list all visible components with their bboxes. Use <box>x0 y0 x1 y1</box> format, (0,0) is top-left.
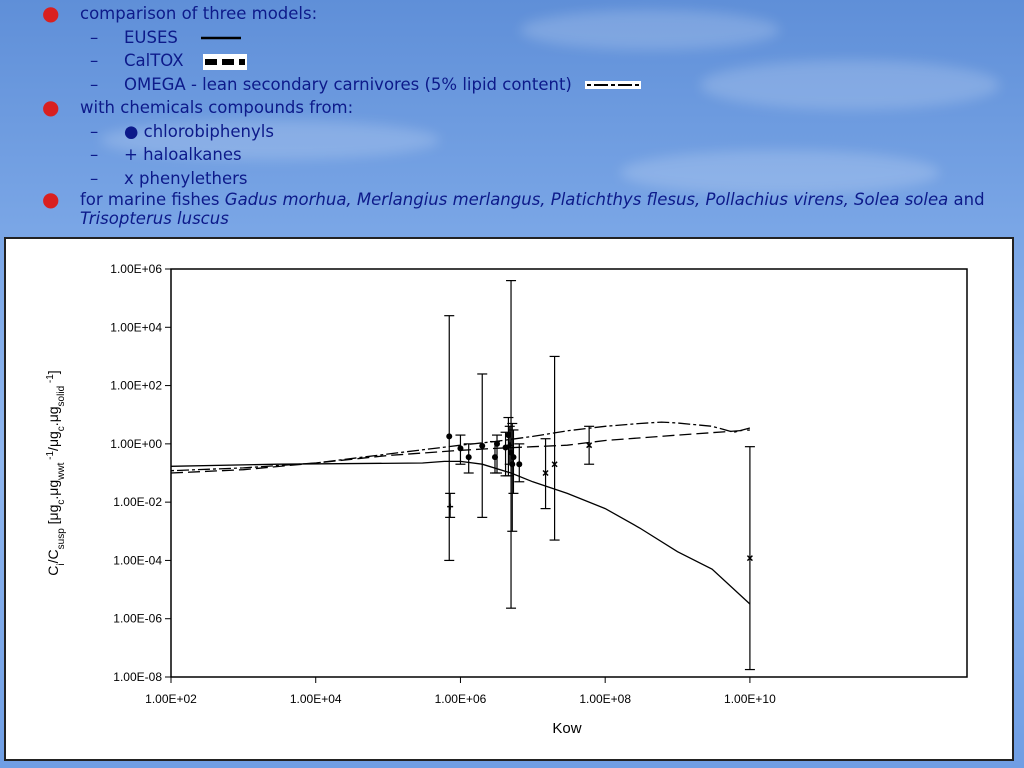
x-tick-label: 1.00E+02 <box>145 692 197 706</box>
model-line-euses <box>170 460 751 605</box>
solid-line-sample <box>201 36 242 40</box>
compound-label: ● chlorobiphenyls <box>124 121 274 141</box>
point-chlorobiphenyl <box>446 433 453 440</box>
sub-bullet-dash: – <box>90 121 99 141</box>
species-last: Trisopterus luscus <box>80 209 229 228</box>
point-chlorobiphenyl <box>479 442 486 449</box>
y-axis-label: Ci/Csusp [μgc.μgwwt -1/μgc.μgsolid -1] <box>45 370 67 575</box>
point-haloalkane <box>506 442 513 449</box>
dashed-line-sample <box>202 53 247 70</box>
bullet-models: ● comparison of three models: <box>40 1 1000 26</box>
x-axis-ticks: 1.00E+02 1.00E+04 1.00E+06 1.00E+08 1.00E+10 <box>145 677 776 706</box>
y-tick-label: 1.00E+00 <box>110 437 162 451</box>
sub-bullet-dash: – <box>90 168 99 188</box>
compound-label: x phenylethers <box>124 168 248 188</box>
y-tick-label: 1.00E-08 <box>113 670 162 684</box>
model-item-omega: – OMEGA - lean secondary carnivores (5% … <box>40 73 1000 97</box>
point-chlorobiphenyl <box>502 444 509 451</box>
compound-label: + haloalkanes <box>124 145 242 164</box>
sub-bullet-dash: – <box>90 27 99 47</box>
species-prefix: for marine fishes <box>80 190 225 209</box>
bullet-compounds-text: with chemicals compounds from: <box>80 98 354 117</box>
bullet-species: ● for marine fishes Gadus morhua, Merlan… <box>40 187 1000 228</box>
y-tick-label: 1.00E+06 <box>110 262 162 276</box>
plot-area <box>170 268 968 678</box>
x-tick-label: 1.00E+10 <box>724 692 776 706</box>
point-chlorobiphenyl <box>516 461 523 468</box>
compound-item: – x phenylethers <box>40 167 1000 191</box>
slide-bullets: ● comparison of three models: – EUSES – … <box>40 1 1000 228</box>
y-tick-label: 1.00E-06 <box>113 612 162 626</box>
y-tick-label: 1.00E-02 <box>113 495 162 509</box>
point-chlorobiphenyl <box>457 445 464 452</box>
x-tick-label: 1.00E+08 <box>579 692 631 706</box>
model-label-euses: EUSES <box>124 27 178 47</box>
dash-dot-line-sample <box>585 81 642 89</box>
model-item-caltox: – CalTOX <box>40 49 1000 73</box>
species-and: and <box>948 190 985 209</box>
data-points <box>444 279 755 671</box>
sub-bullet-dash: – <box>90 51 99 70</box>
point-phenylether <box>542 469 549 477</box>
point-phenylether <box>586 442 593 449</box>
point-phenylether <box>551 461 558 468</box>
bullet-dot: ● <box>42 1 60 25</box>
compound-item: – ● chlorobiphenyls <box>40 120 1000 144</box>
x-tick-label: 1.00E+06 <box>435 692 487 706</box>
bullet-dot: ● <box>42 187 60 211</box>
species-list: Gadus morhua, Merlangius merlangus, Plat… <box>224 190 949 209</box>
compound-item: – + haloalkanes <box>40 143 1000 167</box>
y-tick-label: 1.00E-04 <box>113 553 162 567</box>
bullet-compounds: ● with chemicals compounds from: <box>40 95 1000 120</box>
y-axis-ticks: 1.00E+06 1.00E+04 1.00E+02 1.00E+00 1.00E-02… <box>110 262 171 684</box>
y-tick-label: 1.00E+04 <box>110 320 162 334</box>
scatter-chart: 1.00E+02 1.00E+04 1.00E+06 1.00E+08 1.00E+10… <box>45 262 968 737</box>
model-item-euses: – EUSES <box>40 26 1000 50</box>
model-line-omega <box>170 421 751 472</box>
model-label-omega: OMEGA - lean secondary carnivores (5% li… <box>124 74 572 94</box>
y-tick-label: 1.00E+02 <box>110 379 162 393</box>
point-chlorobiphenyl <box>494 440 501 447</box>
point-phenylether <box>746 555 753 562</box>
bullet-models-text: comparison of three models: <box>80 4 318 23</box>
point-chlorobiphenyl <box>465 454 472 461</box>
bullet-dot: ● <box>42 95 60 119</box>
sub-bullet-dash: – <box>90 145 99 164</box>
x-axis-label-text: Kow <box>552 720 581 737</box>
chart-container: 1.00E+02 1.00E+04 1.00E+06 1.00E+08 1.00E+10… <box>4 237 1014 761</box>
point-haloalkane <box>447 503 454 510</box>
model-label-caltox: CalTOX <box>124 51 184 70</box>
x-tick-label: 1.00E+04 <box>290 692 342 706</box>
point-chlorobiphenyl <box>510 454 517 461</box>
sub-bullet-dash: – <box>90 74 99 94</box>
x-axis-label: Kow <box>552 720 581 737</box>
